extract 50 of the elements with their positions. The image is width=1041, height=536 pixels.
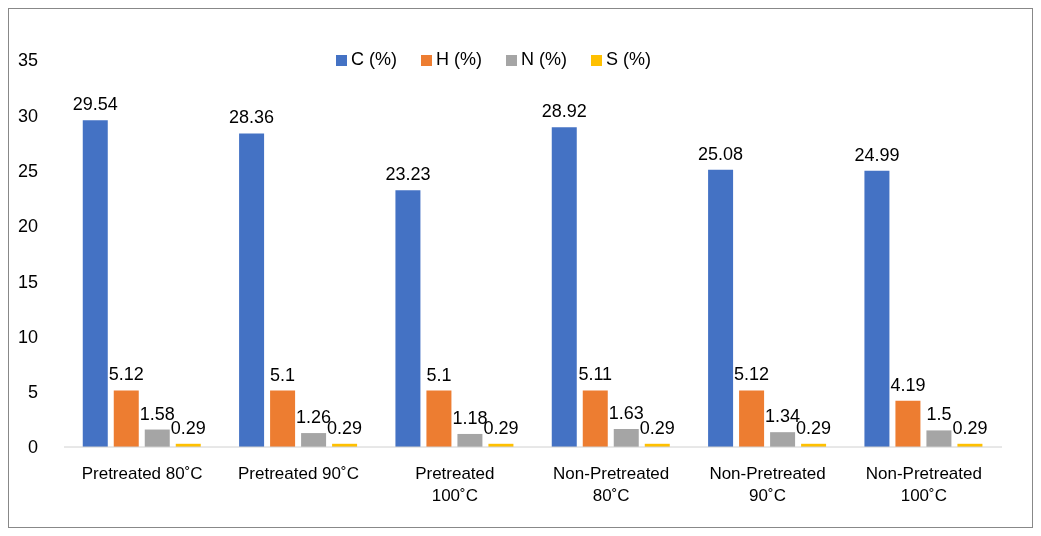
y-tick-label: 30	[17, 105, 38, 126]
y-tick-label: 10	[17, 326, 38, 347]
bar	[708, 169, 734, 447]
x-tick-label: Non-Pretreated 90˚C	[709, 464, 826, 505]
bar	[551, 127, 577, 447]
bar	[770, 432, 796, 447]
legend-label: S (%)	[606, 49, 651, 69]
y-tick-label: 15	[17, 271, 38, 292]
data-label: 5.12	[108, 364, 144, 385]
bar	[270, 390, 296, 447]
data-label: 23.23	[385, 164, 431, 185]
data-label: 25.08	[698, 143, 744, 164]
data-label: 4.19	[890, 374, 926, 395]
bar	[144, 429, 170, 447]
bar	[426, 390, 452, 447]
bar	[395, 190, 421, 447]
legend-label: N (%)	[521, 49, 567, 69]
y-tick-label: 35	[17, 50, 38, 71]
bar	[926, 430, 952, 447]
data-label: 0.29	[952, 417, 988, 438]
x-tick-label: Non-Pretreated 100˚C	[865, 464, 982, 505]
y-tick-label: 25	[17, 160, 38, 181]
data-label: 5.12	[734, 364, 770, 385]
x-tick-label: Non-Pretreated 80˚C	[553, 464, 670, 505]
x-tick-label: Pretreated 80˚C	[81, 464, 203, 483]
data-label: 5.1	[426, 364, 452, 385]
legend-label: C (%)	[351, 49, 397, 69]
data-label: 24.99	[854, 144, 900, 165]
data-label: 1.5	[926, 404, 952, 425]
bar	[864, 170, 890, 447]
data-label: 28.92	[541, 101, 587, 122]
bar	[239, 133, 265, 447]
bar	[301, 433, 327, 447]
data-label: 28.36	[229, 107, 275, 128]
y-tick-label: 20	[17, 216, 38, 237]
y-tick-label: 0	[27, 437, 38, 458]
data-label: 29.54	[72, 94, 118, 115]
bar	[457, 433, 483, 447]
x-tick-label: Pretreated 100˚C	[415, 464, 495, 505]
bar	[895, 400, 921, 447]
y-tick-label: 5	[27, 382, 38, 403]
bar	[739, 390, 765, 447]
bar	[113, 390, 139, 447]
legend-label: H (%)	[436, 49, 482, 69]
bar	[82, 120, 108, 447]
data-label: 5.1	[270, 364, 296, 385]
bar	[582, 390, 608, 447]
x-tick-label: Pretreated 90˚C	[238, 464, 359, 483]
bar	[613, 428, 639, 447]
data-label: 5.11	[578, 364, 613, 385]
